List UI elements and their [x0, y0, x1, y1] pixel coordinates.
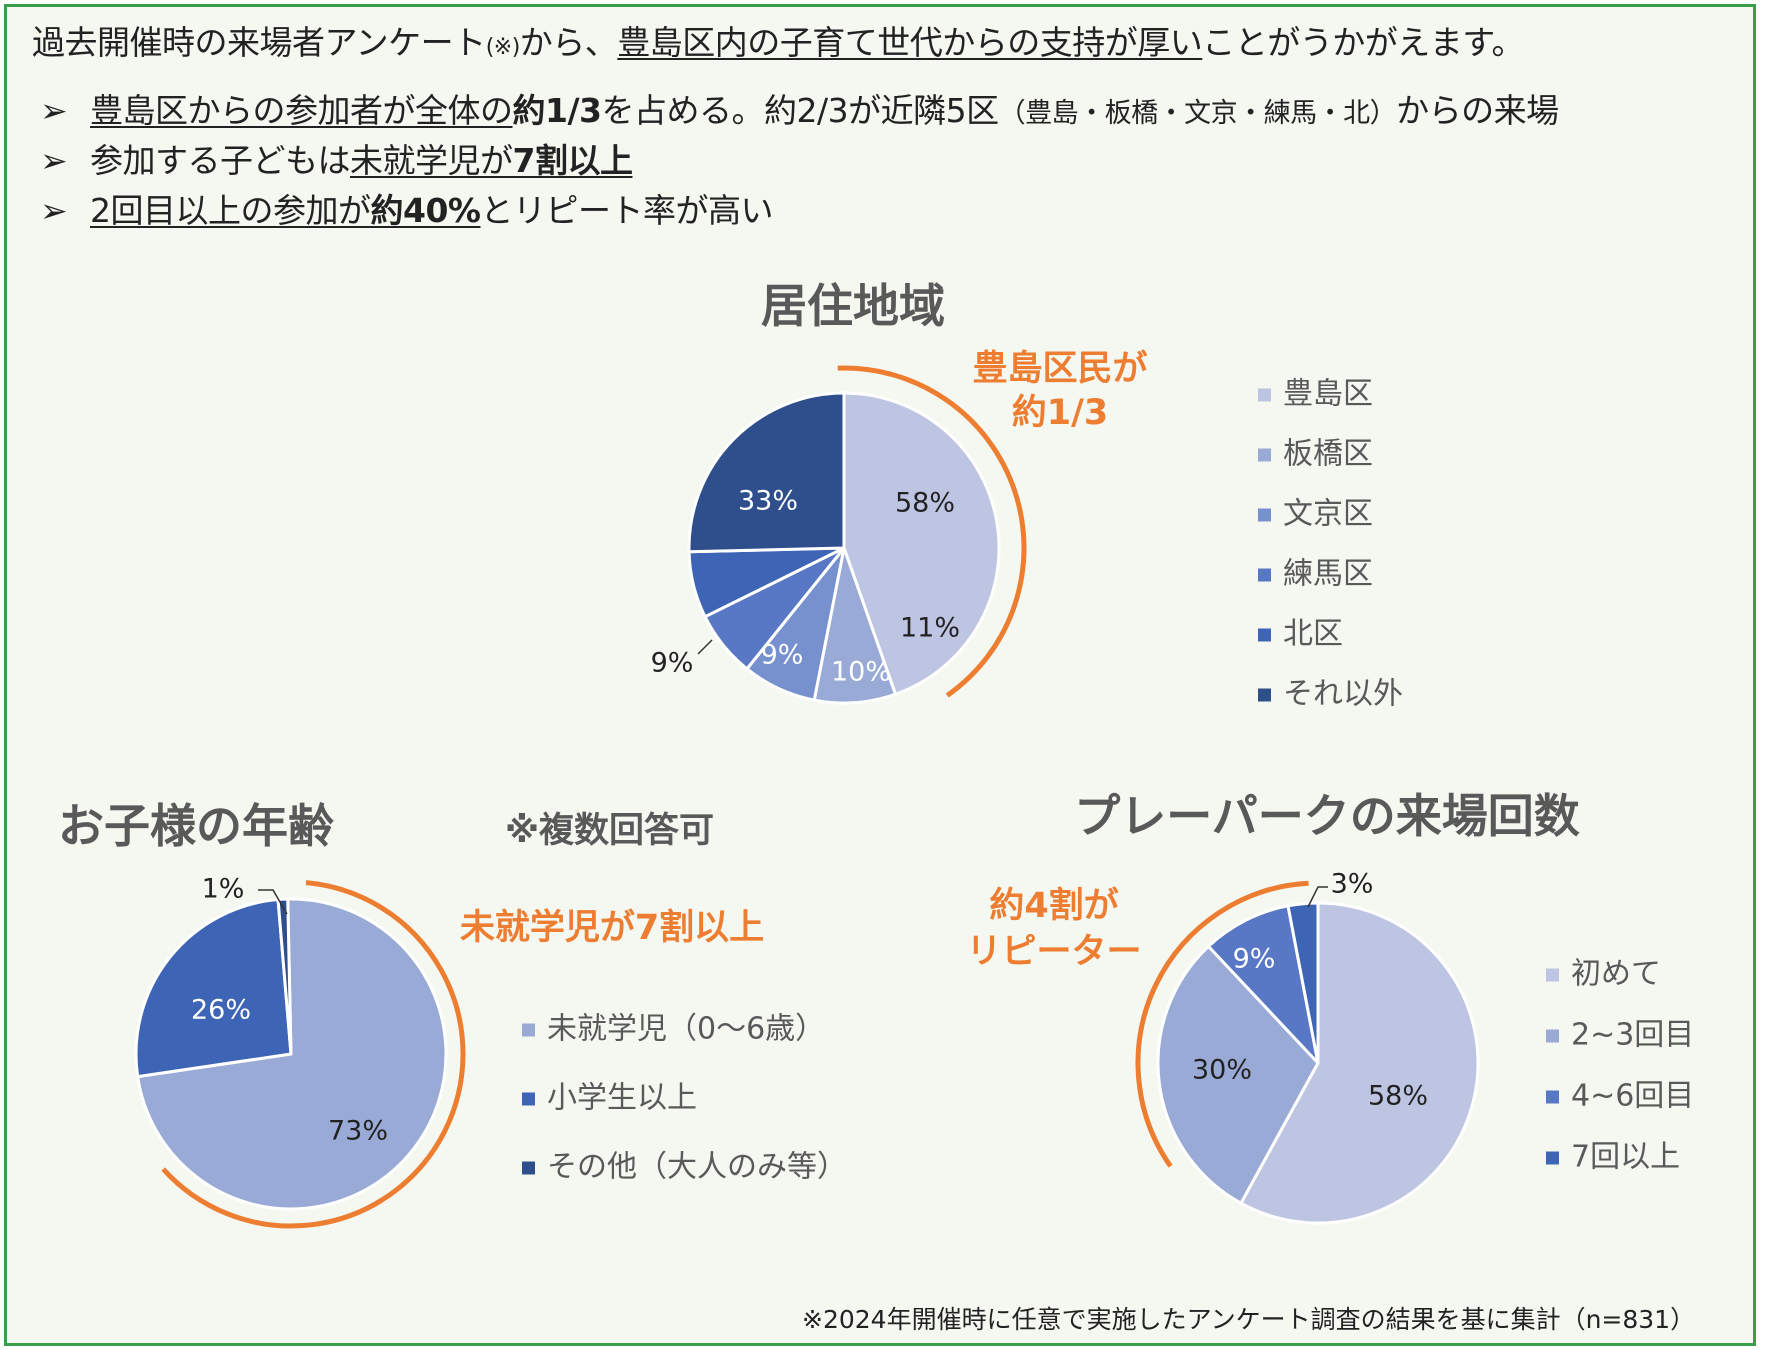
data-label: 11% — [900, 613, 960, 644]
data-label: 9% — [651, 648, 694, 679]
legend-label: 練馬区 — [1283, 557, 1373, 592]
legend-label: 豊島区 — [1283, 377, 1373, 412]
arrow-icon: ➢ — [40, 91, 68, 130]
legend-label: その他（大人のみ等） — [547, 1150, 847, 1185]
arrow-icon: ➢ — [40, 141, 68, 180]
callout-arc — [837, 365, 1027, 698]
leader-line — [697, 639, 713, 655]
data-label: 9% — [1233, 944, 1276, 975]
legend-swatch — [1258, 688, 1271, 702]
callout-text: 豊島区民が — [972, 349, 1147, 389]
data-label: 3% — [1331, 869, 1374, 900]
callout-text: リピーター — [966, 932, 1141, 972]
callout-text: 未就学児が7割以上 — [460, 907, 764, 948]
legend-label: 4~6回目 — [1571, 1079, 1694, 1114]
intro-text: 過去開催時の来場者アンケート(※)から、豊島区内の子育て世代からの支持が厚いこと… — [32, 16, 1524, 64]
bullet-emphasis: 約40% — [370, 191, 482, 230]
bullet-text: とリピート率が高い — [480, 191, 774, 230]
bullet-emphasis: 約1/3 — [512, 91, 602, 130]
legend-label: 未就学児（0～6歳） — [547, 1012, 825, 1047]
data-label: 30% — [1192, 1055, 1252, 1086]
bullet-text: からの来場 — [1396, 91, 1559, 130]
data-label: 10% — [831, 657, 891, 688]
legend-swatch — [522, 1092, 535, 1106]
data-label: 73% — [328, 1116, 388, 1147]
legend-swatch — [1258, 628, 1271, 642]
intro-part: ことがうかがえます。 — [1202, 23, 1524, 62]
legend-swatch — [1546, 968, 1559, 982]
callout-text: 約4割が — [989, 886, 1118, 926]
legend-swatch — [1546, 1151, 1559, 1165]
leader-line — [1307, 886, 1328, 908]
legend-swatch — [522, 1023, 535, 1037]
bullet-item: ➢ 参加する子どもは未就学児が7割以上 — [40, 134, 1559, 184]
data-label: 26% — [191, 995, 251, 1026]
pie-slice-1 — [1239, 901, 1480, 1225]
data-label: 33% — [738, 486, 798, 517]
legend-label: 板橋区 — [1283, 437, 1373, 472]
pie-slice-6 — [687, 391, 846, 554]
legend-swatch — [1258, 388, 1271, 402]
legend-swatch — [522, 1161, 535, 1175]
pie-slice-4 — [1286, 901, 1320, 1065]
bullet-text: 全体の — [415, 91, 513, 130]
chart-subtitle: ※複数回答可 — [505, 811, 714, 851]
data-label: 58% — [895, 488, 955, 519]
legend-swatch — [1546, 1029, 1559, 1043]
legend-label: 文京区 — [1283, 497, 1373, 532]
legend-label: 北区 — [1283, 617, 1343, 652]
intro-note: (※) — [485, 35, 521, 60]
callout-text: 約1/3 — [1012, 393, 1109, 433]
chart-title: お子様の年齢 — [58, 799, 334, 853]
legend-label: それ以外 — [1283, 677, 1403, 712]
bullet-item: ➢ 豊島区からの参加者が全体の約1/3を占める。約2/3が近隣5区（豊島・板橋・文… — [40, 84, 1559, 134]
chart-title: 居住地域 — [761, 279, 945, 333]
bullet-text: 2回目以上の参加が — [90, 191, 371, 230]
pie-slice-2 — [134, 898, 293, 1079]
bullet-item: ➢ 2回目以上の参加が約40%とリピート率が高い — [40, 184, 1559, 234]
intro-part: から、 — [519, 23, 618, 62]
bullet-text: を占める。約2/3が近隣5区 — [601, 91, 999, 130]
data-label: 9% — [761, 640, 804, 671]
bullet-list: ➢ 豊島区からの参加者が全体の約1/3を占める。約2/3が近隣5区（豊島・板橋・文… — [40, 84, 1559, 234]
intro-highlight: 豊島区内の子育て世代からの支持が厚い — [617, 23, 1203, 62]
legend-label: 2~3回目 — [1571, 1018, 1694, 1053]
pie-slice-3 — [1206, 904, 1320, 1065]
legend-swatch — [1258, 448, 1271, 462]
legend-swatch — [1546, 1090, 1559, 1104]
chart-title: プレーパークの来場回数 — [1074, 789, 1580, 843]
bullet-text: 豊島区からの参加者が — [90, 91, 416, 130]
data-label: 1% — [202, 874, 245, 905]
pie-slice-1 — [842, 391, 1001, 696]
bullet-text: 未就学児が — [350, 141, 513, 180]
arrow-icon: ➢ — [40, 191, 68, 230]
intro-part: 過去開催時の来場者アンケート — [32, 23, 486, 62]
legend-swatch — [1258, 508, 1271, 522]
pie-slice-2 — [1156, 944, 1320, 1205]
legend-label: 初めて — [1571, 957, 1661, 992]
leader-line — [258, 889, 288, 915]
bullet-emphasis: 7割以上 — [512, 141, 633, 180]
callout-arc — [1135, 880, 1309, 1168]
legend-label: 小学生以上 — [547, 1081, 697, 1116]
data-label: 58% — [1368, 1081, 1428, 1112]
callout-arc — [161, 880, 466, 1229]
legend-label: 7回以上 — [1571, 1140, 1680, 1175]
footer-note: ※2024年開催時に任意で実施したアンケート調査の結果を基に集計（n=831） — [802, 1305, 1696, 1334]
legend-swatch — [1258, 568, 1271, 582]
bullet-paren: （豊島・板橋・文京・練馬・北） — [998, 98, 1397, 129]
bullet-text: 参加する子どもは — [90, 141, 351, 180]
